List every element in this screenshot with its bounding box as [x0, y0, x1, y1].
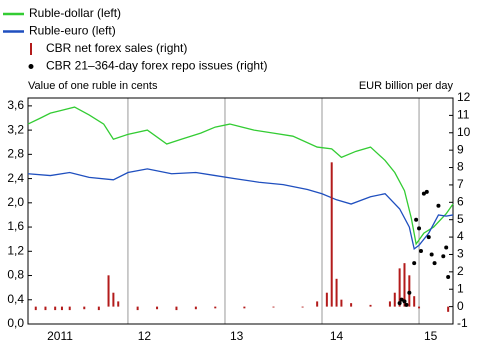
bar: [388, 301, 391, 307]
legend-swatch: [30, 43, 32, 55]
bar: [403, 263, 406, 307]
bar: [447, 306, 450, 312]
y-tick-label: 0,0: [7, 316, 24, 330]
y2-tick-label: 6: [457, 194, 464, 208]
legend-label: CBR 21–364-day forex repo issues (right): [46, 59, 267, 73]
dot: [418, 248, 423, 253]
bar: [68, 306, 71, 311]
bar: [369, 304, 372, 307]
bar: [117, 301, 120, 307]
dot: [436, 203, 441, 208]
x-tick-label: 15: [424, 329, 438, 343]
dot: [407, 290, 412, 295]
bar: [156, 306, 159, 310]
y2-tick-label: 8: [457, 160, 464, 174]
y2-axis-label: EUR billion per day: [359, 80, 454, 92]
dot: [444, 245, 449, 250]
dot: [397, 301, 402, 306]
dot: [432, 261, 437, 266]
y2-tick-label: 9: [457, 142, 464, 156]
dot: [404, 302, 409, 307]
dot: [417, 226, 422, 231]
y-tick-label: 0,8: [7, 268, 24, 282]
y-tick-label: 3,6: [7, 98, 24, 112]
y2-tick-label: 2: [457, 264, 464, 278]
y2-tick-label: 11: [457, 108, 470, 122]
dot: [446, 275, 451, 280]
y-tick-label: 2,4: [7, 171, 24, 185]
bar: [335, 278, 338, 307]
bar: [54, 306, 57, 311]
dot: [426, 235, 431, 240]
bar: [44, 306, 47, 311]
bar: [340, 299, 343, 307]
bar: [214, 306, 217, 309]
dot: [402, 299, 407, 304]
x-tick-label: 12: [138, 329, 152, 343]
bar: [413, 296, 416, 307]
y-tick-label: 2,0: [7, 195, 24, 209]
y2-tick-label: -1: [457, 316, 468, 330]
y-tick-label: 0,4: [7, 292, 24, 306]
bar: [350, 303, 353, 307]
x-tick-label: 13: [230, 329, 244, 343]
bar: [316, 301, 319, 307]
x-tick-label: 2011: [47, 329, 73, 343]
bar: [136, 306, 139, 311]
dot: [441, 254, 446, 259]
y2-tick-label: 10: [457, 125, 471, 139]
legend-swatch: [28, 64, 34, 69]
bar: [34, 306, 37, 311]
y2-tick-label: 1: [457, 281, 464, 295]
dot: [412, 261, 417, 266]
y-tick-label: 2,8: [7, 147, 24, 161]
y2-tick-label: 4: [457, 229, 464, 243]
bar: [301, 306, 304, 308]
dot: [421, 191, 426, 196]
y2-tick-label: 5: [457, 212, 464, 226]
line: [27, 168, 454, 250]
dot: [429, 252, 434, 257]
bar: [330, 162, 333, 307]
y-tick-label: 3,2: [7, 122, 24, 136]
bar: [194, 306, 197, 310]
dot: [424, 189, 429, 194]
y2-tick-label: 7: [457, 177, 464, 191]
bar: [272, 306, 275, 308]
bar: [60, 306, 63, 311]
line: [27, 106, 454, 246]
legend-label: Ruble-dollar (left): [29, 6, 121, 20]
y-tick-label: 1,2: [7, 243, 24, 257]
bar: [83, 306, 86, 310]
bar: [325, 292, 328, 307]
legend-label: CBR net forex sales (right): [46, 41, 187, 55]
legend-label: Ruble-euro (left): [29, 24, 116, 38]
bar: [393, 292, 396, 307]
bar: [97, 306, 100, 311]
y2-tick-label: 3: [457, 247, 464, 261]
plot-frame: [27, 97, 454, 325]
bar: [112, 292, 115, 307]
y-axis-label: Value of one ruble in cents: [28, 80, 158, 92]
bar: [107, 275, 110, 307]
dot: [414, 217, 419, 222]
bar: [243, 306, 246, 309]
bar: [398, 268, 401, 307]
y-tick-label: 1,6: [7, 219, 24, 233]
bar: [418, 306, 421, 309]
dot: [399, 297, 404, 302]
y2-tick-label: 0: [457, 299, 464, 313]
x-tick-label: 14: [330, 329, 344, 343]
bar: [175, 306, 178, 311]
y2-tick-label: 12: [457, 90, 471, 104]
